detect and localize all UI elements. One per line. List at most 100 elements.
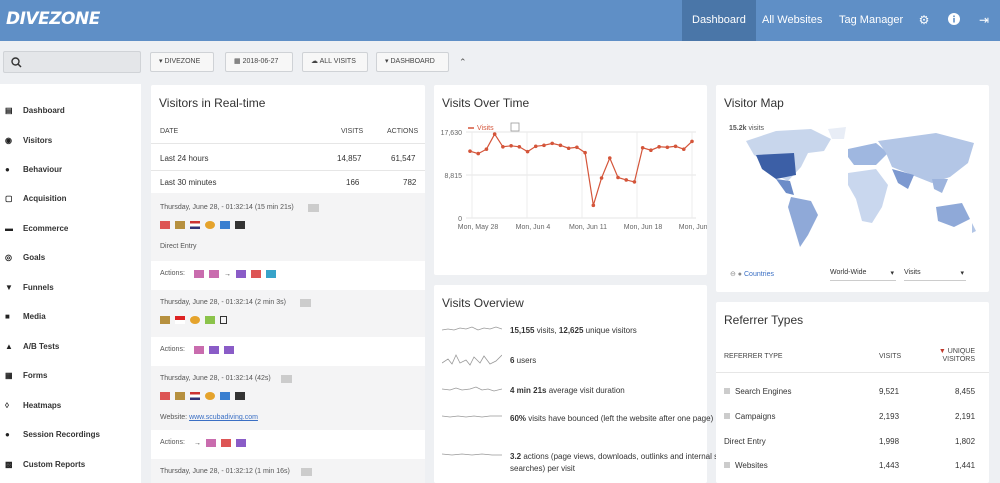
realtime-widget: Visitors in Real-time DATE VISITS ACTION… [151,85,425,483]
data-point [673,144,678,149]
data-point [492,132,497,136]
data-point [476,151,481,156]
site-label: DIVEZONE [164,58,201,65]
referrer-row[interactable]: Websites [724,461,768,470]
data-point [649,148,653,152]
world-map[interactable] [736,123,986,253]
nav-all-websites[interactable]: All Websites [762,14,823,26]
bell-icon: ● [5,165,10,174]
countries-toggle[interactable]: ⊖ ● Countries [730,271,774,278]
flag-us-icon [190,220,200,229]
visit-entry[interactable]: Thursday, June 28, - 01:32:14 (15 min 21… [151,193,425,261]
overview-title: Visits Overview [442,296,524,310]
sparkline [442,354,502,366]
search-icon [11,57,22,68]
date-selector[interactable]: ▦ 2018-06-27 [225,52,293,72]
sidebar-item-visitors[interactable]: ◉ Visitors [5,133,52,149]
data-point [509,144,513,148]
sidebar-item-funnels[interactable]: ▼ Funnels [5,280,54,296]
sidebar-item-ab-tests[interactable]: ▲ A/B Tests [5,339,59,355]
dashboard-selector[interactable]: ▾ DASHBOARD [376,52,449,72]
sparkline [442,415,502,418]
flag-icon [160,220,170,229]
gear-icon[interactable]: ⚙ [918,13,930,27]
data-point [542,143,546,148]
nav-tag-manager[interactable]: Tag Manager [839,14,904,26]
search-input[interactable] [3,51,141,73]
visit-time: Thursday, June 28, - 01:32:14 (15 min 21… [160,204,294,211]
visit-actions: Actions: [151,337,425,366]
map-title: Visitor Map [724,96,784,110]
site-selector[interactable]: ▾ DIVEZONE [150,52,214,72]
sidebar-item-goals[interactable]: ◎ Goals [5,250,45,266]
series-line [469,132,693,206]
referrer-row[interactable]: Search Engines [724,387,791,396]
logout-icon[interactable]: ⇥ [978,13,990,27]
segment-selector[interactable]: ☁ ALL VISITS [302,52,368,72]
sidebar-item-custom-reports[interactable]: ▩ Custom Reports [5,457,85,473]
data-point [583,150,587,155]
user-icon [160,315,170,324]
reports-icon: ▩ [5,460,13,469]
data-point [484,147,489,152]
media-icon: ■ [5,312,10,321]
sparkline [442,386,502,392]
overview-visits: 15,155 visits, 12,625 unique visitors [510,326,637,335]
segment-label: ALL VISITS [319,58,356,65]
data-point [640,145,645,150]
row-24h-visits: 14,857 [337,154,362,163]
visits-over-time-widget: Visits Over Time 17,630 8,815 0 Mon, May 28… [434,85,707,275]
visit-entry[interactable]: Thursday, June 28, - 01:32:12 (1 min 16s… [151,459,425,483]
forms-icon: ▦ [5,371,13,380]
sparkline [442,326,502,331]
data-point [501,144,505,149]
map-visits-value: 15.2k [729,125,747,132]
data-point [558,143,563,148]
sidebar: ▤ Dashboard ◉ Visitors ● Behaviour ▢ Acquisi… [0,84,141,483]
referrer-row[interactable]: Direct Entry [724,437,766,446]
data-point [550,141,555,146]
eye-icon: ◉ [5,136,12,145]
sidebar-item-dashboard[interactable]: ▤ Dashboard [5,103,65,119]
acquisition-icon: ▢ [5,194,13,203]
info-icon[interactable] [947,13,961,27]
row-30m-label: Last 30 minutes [160,178,217,187]
sidebar-item-behaviour[interactable]: ● Behaviour [5,162,62,178]
col-referrer-type: REFERRER TYPE [724,353,783,360]
sidebar-item-acquisition[interactable]: ▢ Acquisition [5,191,67,207]
scope-select[interactable]: World-Wide ▾ [830,269,896,281]
metric-select[interactable]: Visits ▾ [904,269,966,281]
data-point [616,175,620,180]
mobile-icon [220,315,227,324]
data-point [517,144,522,149]
y-tick-label: 17,630 [441,130,463,137]
x-tick-label: Mon, Jun 4 [516,224,551,231]
x-tick-label: Mon, Jun 18 [624,224,663,231]
sidebar-item-media[interactable]: ■ Media [5,309,46,325]
dashboard-label: DASHBOARD [390,58,435,65]
user-icon [175,220,185,229]
visit-actions: Actions: → [151,430,425,459]
data-point [657,144,661,149]
data-point [607,156,612,160]
overview-duration: 4 min 21s average visit duration [510,386,625,395]
sidebar-item-ecommerce[interactable]: ▬ Ecommerce [5,221,68,237]
sidebar-item-heatmaps[interactable]: ◊ Heatmaps [5,398,61,414]
android-icon [205,315,215,324]
flag-icon [175,315,185,324]
referrer-row[interactable]: Campaigns [724,412,775,421]
sidebar-item-session-recordings[interactable]: ● Session Recordings [5,427,100,443]
data-point [681,147,686,152]
logo[interactable]: DIVEZONE [6,9,100,29]
collapse-icon[interactable]: ⌃ [459,57,467,67]
data-point [533,144,538,149]
record-icon: ● [5,430,10,439]
referrer-link[interactable]: www.scubadiving.com [189,414,258,421]
col-unique-visitors[interactable]: ▼ UNIQUE VISITORS [938,348,975,363]
x-tick-label: Mon, Jun 25 [679,224,707,231]
sidebar-item-forms[interactable]: ▦ Forms [5,368,47,384]
visit-entry[interactable]: Thursday, June 28, - 01:32:14 (2 min 3s) [151,290,425,337]
visit-entry[interactable]: Thursday, June 28, - 01:32:14 (42s) Webs… [151,366,425,430]
nav-dashboard[interactable]: Dashboard [682,0,756,41]
